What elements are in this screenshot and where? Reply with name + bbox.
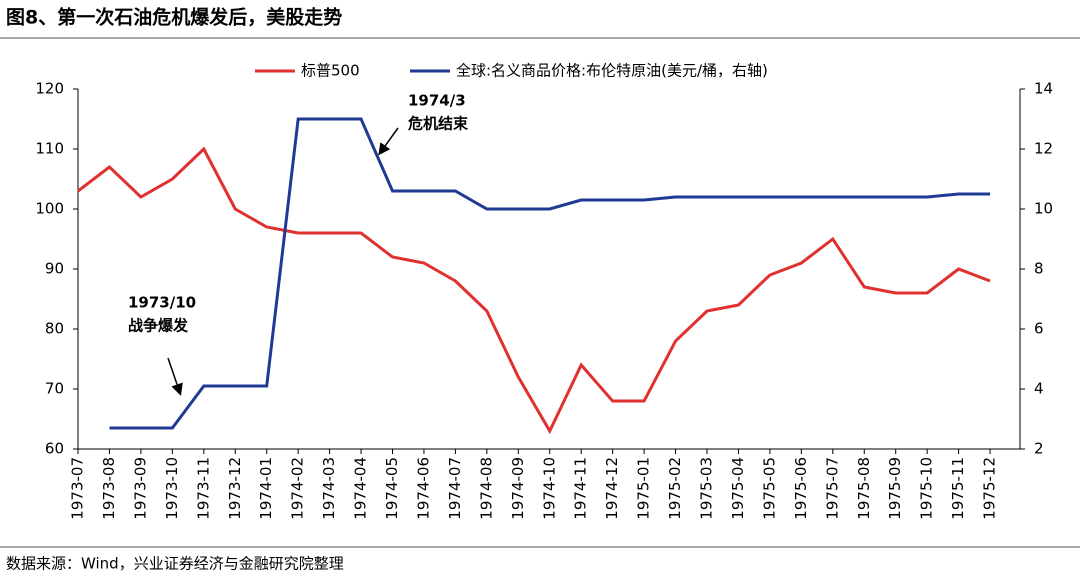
x-tick-label: 1974-12 [603, 457, 621, 520]
y-tick-label: 110 [35, 140, 64, 158]
chart-title: 图8、第一次石油危机爆发后，美股走势 [6, 6, 342, 29]
x-tick-label: 1974-06 [414, 457, 432, 520]
x-tick-label: 1973-10 [163, 457, 181, 520]
x-tick-label: 1975-09 [886, 457, 904, 520]
x-tick-label: 1975-07 [823, 457, 841, 520]
x-tick-label: 1975-10 [918, 457, 936, 520]
x-tick-label: 1975-06 [792, 457, 810, 520]
x-tick-label: 1975-05 [760, 457, 778, 520]
y2-tick-label: 8 [1034, 260, 1044, 278]
annotation: 危机结束 [408, 115, 469, 133]
x-tick-label: 1974-08 [477, 457, 495, 520]
x-tick-label: 1973-12 [226, 457, 244, 520]
y2-tick-label: 12 [1034, 140, 1053, 158]
x-tick-label: 1974-11 [572, 457, 590, 520]
x-tick-label: 1974-01 [257, 457, 275, 520]
x-tick-label: 1974-07 [446, 457, 464, 520]
x-tick-label: 1974-09 [509, 457, 527, 520]
legend-label: 全球:名义商品价格:布伦特原油(美元/桶，右轴) [456, 62, 768, 80]
legend-label: 标普500 [301, 62, 360, 80]
annotation: 战争爆发 [128, 317, 189, 335]
y-tick-label: 70 [45, 380, 64, 398]
y2-tick-label: 14 [1034, 80, 1053, 98]
y2-tick-label: 6 [1034, 320, 1044, 338]
annotation-arrow [167, 357, 183, 396]
y-tick-label: 60 [45, 440, 64, 458]
x-tick-label: 1974-05 [383, 457, 401, 520]
x-tick-label: 1974-04 [352, 457, 370, 520]
x-tick-label: 1975-11 [949, 457, 967, 520]
series-line [109, 117, 991, 430]
x-tick-label: 1974-10 [540, 457, 558, 520]
y2-tick-label: 4 [1034, 380, 1044, 398]
x-tick-label: 1975-01 [635, 457, 653, 520]
x-tick-label: 1973-11 [194, 457, 212, 520]
annotation: 1973/10 [128, 294, 196, 312]
x-tick-label: 1975-02 [666, 457, 684, 520]
x-tick-label: 1974-02 [289, 457, 307, 520]
series-line [77, 146, 991, 435]
y-tick-label: 80 [45, 320, 64, 338]
x-tick-label: 1974-03 [320, 457, 338, 520]
y2-tick-label: 2 [1034, 440, 1044, 458]
x-tick-label: 1973-08 [100, 457, 118, 520]
y-tick-label: 120 [35, 80, 64, 98]
y2-tick-label: 10 [1034, 200, 1053, 218]
x-tick-label: 1975-03 [698, 457, 716, 520]
y-tick-label: 90 [45, 260, 64, 278]
annotation: 1974/3 [408, 92, 466, 110]
x-tick-label: 1973-07 [69, 457, 87, 520]
source: 数据来源：Wind，兴业证券经济与金融研究院整理 [6, 555, 344, 573]
x-tick-label: 1975-08 [855, 457, 873, 520]
x-tick-label: 1975-12 [981, 457, 999, 520]
x-tick-label: 1973-09 [131, 457, 149, 520]
x-tick-label: 1975-04 [729, 457, 747, 520]
annotation-arrow [378, 127, 399, 156]
y-tick-label: 100 [35, 200, 64, 218]
